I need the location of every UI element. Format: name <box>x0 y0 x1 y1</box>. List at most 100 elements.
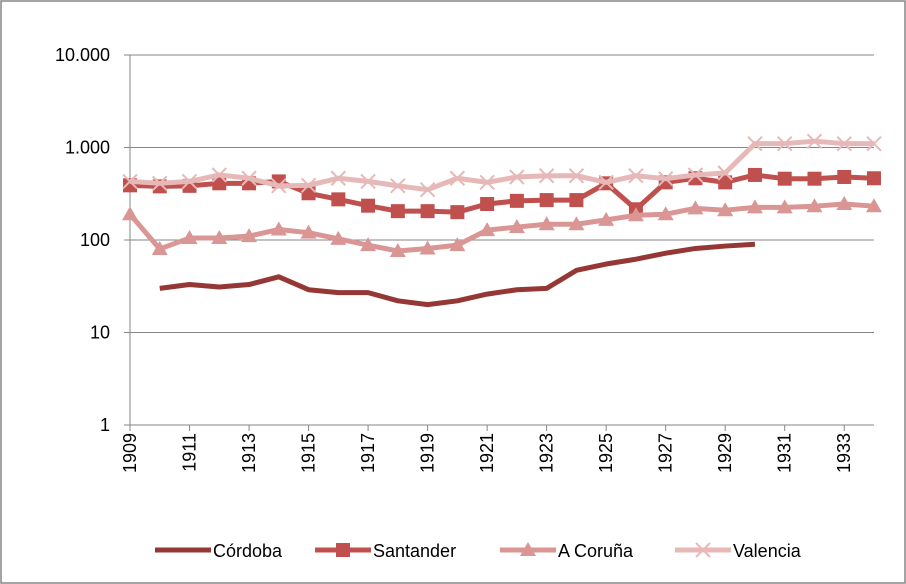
x-tick-label: 1927 <box>656 433 676 473</box>
marker <box>538 216 555 231</box>
marker <box>687 200 704 215</box>
y-tick-label: 10 <box>90 323 110 343</box>
marker <box>301 186 316 201</box>
legend-item: Valencia <box>675 541 802 561</box>
marker <box>360 173 376 190</box>
x-tick-label: 1933 <box>834 433 854 473</box>
marker <box>747 167 762 182</box>
marker <box>866 135 882 152</box>
marker <box>568 168 585 184</box>
legend-label: Valencia <box>733 541 802 561</box>
marker <box>390 204 405 219</box>
x-tick-label: 1923 <box>537 433 557 473</box>
marker <box>330 230 347 245</box>
x-tick-label: 1911 <box>180 433 200 472</box>
marker <box>539 193 554 208</box>
marker <box>361 198 376 213</box>
series-line <box>128 201 875 254</box>
marker <box>777 135 793 152</box>
marker <box>300 177 317 194</box>
marker <box>336 543 350 557</box>
marker <box>569 193 584 208</box>
marker <box>241 228 258 243</box>
x-tick-label: 1913 <box>239 433 259 473</box>
marker <box>449 170 466 186</box>
marker <box>520 542 536 556</box>
marker <box>480 197 495 212</box>
y-tick-label: 1.000 <box>65 138 110 158</box>
marker <box>479 174 495 191</box>
marker <box>777 171 792 186</box>
marker <box>509 193 524 208</box>
legend-item: Córdoba <box>155 541 283 561</box>
marker <box>867 171 881 186</box>
marker <box>509 169 525 185</box>
marker <box>866 198 882 213</box>
marker <box>568 216 585 231</box>
legend-item: A Coruña <box>500 541 634 561</box>
x-tick-label: 1925 <box>596 433 616 473</box>
marker <box>657 206 674 221</box>
marker <box>627 207 644 222</box>
y-tick-label: 1 <box>100 415 110 435</box>
marker <box>479 222 496 237</box>
marker <box>806 133 823 149</box>
marker <box>450 205 465 220</box>
marker <box>271 178 287 194</box>
marker <box>776 199 793 214</box>
x-tick-label: 1915 <box>299 433 319 473</box>
x-tick-label: 1929 <box>715 433 735 473</box>
marker <box>152 175 168 192</box>
x-tick-label: 1931 <box>775 433 795 473</box>
marker <box>747 135 763 152</box>
series-line <box>159 241 756 308</box>
marker <box>420 204 435 219</box>
marker <box>806 198 823 213</box>
marker <box>538 168 555 184</box>
x-tick-label: 1917 <box>358 433 378 473</box>
marker <box>508 219 525 234</box>
marker <box>628 168 644 184</box>
series <box>122 196 882 258</box>
marker <box>122 173 138 190</box>
marker <box>598 174 614 191</box>
marker <box>718 175 733 190</box>
marker <box>389 243 406 258</box>
legend-label: Córdoba <box>213 541 283 561</box>
legend-label: A Coruña <box>558 541 634 561</box>
marker <box>181 230 198 245</box>
marker <box>807 171 822 186</box>
legend-item: Santander <box>315 541 456 561</box>
marker <box>270 221 287 236</box>
marker <box>717 202 734 217</box>
marker <box>657 170 674 187</box>
series <box>122 133 882 198</box>
marker <box>449 237 466 252</box>
marker <box>717 165 733 181</box>
marker <box>695 542 711 558</box>
marker <box>241 170 257 186</box>
marker <box>300 224 317 239</box>
marker <box>836 196 853 211</box>
marker <box>181 173 198 190</box>
marker <box>419 240 436 255</box>
marker <box>390 178 406 194</box>
marker <box>836 135 852 152</box>
marker <box>151 240 168 255</box>
legend-label: Santander <box>373 541 456 561</box>
marker <box>419 181 436 198</box>
marker <box>122 206 138 221</box>
marker <box>211 167 227 183</box>
marker <box>331 192 346 207</box>
marker <box>598 211 615 226</box>
marker <box>687 167 704 183</box>
x-tick-label: 1921 <box>477 433 497 473</box>
marker <box>360 237 377 252</box>
marker <box>211 230 228 245</box>
marker <box>330 170 347 186</box>
x-tick-label: 1919 <box>418 433 438 473</box>
x-tick-label: 1909 <box>120 433 140 473</box>
y-tick-label: 10.000 <box>55 45 110 65</box>
